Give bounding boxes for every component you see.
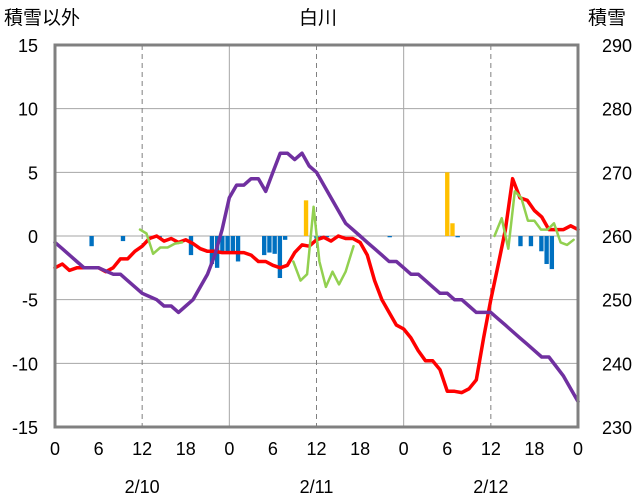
right-tick-label: 260 — [602, 227, 632, 247]
x-tick-label: 18 — [524, 439, 544, 459]
blue-bar — [120, 236, 126, 242]
blue-bar — [277, 236, 283, 279]
blue-bar — [188, 236, 194, 256]
date-label: 2/11 — [300, 477, 334, 497]
tick-labels: 15 10 5 0 -5 -10 -15 290 280 270 260 250 240 230 0 6 12 1… — [12, 36, 632, 497]
x-tick-label: 6 — [268, 439, 278, 459]
left-tick-label: -15 — [12, 418, 38, 438]
date-label: 2/10 — [125, 477, 160, 497]
left-tick-label: 0 — [28, 227, 38, 247]
date-label: 2/12 — [473, 477, 508, 497]
left-tick-label: -10 — [12, 354, 38, 374]
right-tick-label: 250 — [602, 291, 632, 311]
blue-bar — [544, 236, 549, 265]
orange-bar — [445, 172, 450, 236]
blue-bar — [455, 236, 460, 238]
plot-frame — [53, 43, 580, 429]
x-tick-label: 0 — [573, 439, 583, 459]
x-tick-label: 12 — [481, 439, 501, 459]
blue-bar — [235, 236, 241, 262]
x-tick-label: 18 — [350, 439, 370, 459]
blue-bar — [225, 236, 230, 253]
right-tick-label: 230 — [602, 418, 632, 438]
blue-bar — [89, 236, 94, 247]
blue-bar — [230, 236, 235, 252]
blue-bar — [262, 236, 267, 256]
orange-bar — [303, 200, 309, 236]
blue-bar — [549, 236, 555, 270]
bars — [89, 172, 555, 279]
blue-bar — [539, 236, 544, 252]
x-tick-label: 6 — [442, 439, 452, 459]
blue-bar — [282, 236, 288, 240]
blue-bar — [324, 236, 330, 238]
blue-bar — [220, 236, 225, 254]
left-tick-label: -5 — [22, 291, 38, 311]
x-tick-label: 0 — [50, 439, 60, 459]
x-tick-label: 12 — [132, 439, 152, 459]
blue-bar — [267, 236, 272, 253]
blue-bar — [518, 236, 523, 247]
purple-series-line — [53, 151, 580, 404]
left-tick-label: 5 — [28, 163, 38, 183]
series-lines — [53, 151, 580, 404]
right-tick-label: 280 — [602, 100, 632, 120]
chart-title: 白川 — [299, 7, 337, 29]
right-axis-label: 積雪 — [588, 7, 626, 29]
green-series-line — [138, 228, 184, 256]
green-series-line — [493, 190, 575, 250]
orange-bar — [450, 223, 455, 236]
left-tick-label: 15 — [18, 36, 38, 56]
x-tick-label: 0 — [399, 439, 409, 459]
blue-bar — [528, 236, 534, 247]
x-tick-label: 18 — [176, 439, 196, 459]
blue-bar — [387, 236, 392, 238]
left-tick-label: 10 — [18, 100, 38, 120]
x-tick-label: 12 — [306, 439, 326, 459]
blue-bar — [272, 236, 277, 254]
left-axis-label: 積雪以外 — [4, 7, 80, 29]
right-tick-label: 240 — [602, 354, 632, 374]
x-tick-label: 6 — [94, 439, 104, 459]
green-series-line — [292, 205, 355, 289]
grid — [55, 45, 578, 427]
right-tick-label: 290 — [602, 36, 632, 56]
x-tick-label: 0 — [224, 439, 234, 459]
right-tick-label: 270 — [602, 163, 632, 183]
